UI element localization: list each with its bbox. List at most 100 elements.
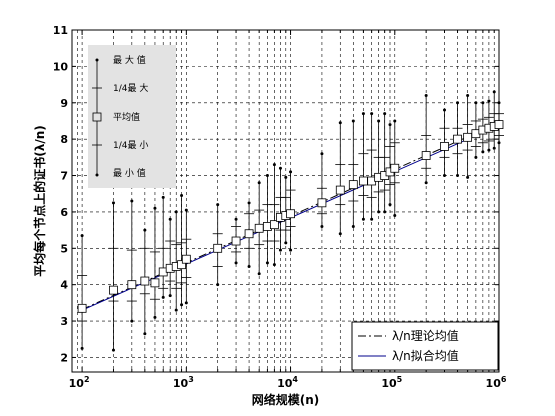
box-whisker-1: [77, 234, 88, 350]
box-whisker-27: [385, 123, 396, 207]
box-whisker-21: [335, 121, 346, 236]
max-point: [168, 217, 172, 221]
min-point: [393, 214, 397, 218]
min-point: [180, 303, 184, 307]
mean-marker: [463, 132, 473, 142]
min-point: [466, 175, 470, 179]
legend-min-point: [95, 173, 99, 177]
max-point: [143, 228, 147, 232]
y-tick-label: 9: [60, 97, 68, 110]
box-whisker-24: [366, 112, 377, 221]
box-whisker-10: [181, 208, 192, 305]
min-point: [130, 319, 134, 323]
box-whisker-12: [231, 217, 242, 265]
box-whisker-32: [462, 93, 473, 179]
min-point: [388, 203, 392, 207]
mean-marker: [177, 260, 186, 270]
mean-marker: [421, 151, 431, 160]
max-point: [284, 175, 288, 179]
y-axis-ticks: 2 3 4 5 6 7 8 9 10 11: [53, 24, 499, 364]
max-point: [492, 90, 496, 94]
x-tick-label: 104: [277, 375, 298, 390]
mean-marker: [270, 220, 279, 230]
max-point: [393, 119, 397, 123]
mean-marker: [231, 236, 241, 246]
mean-marker: [494, 120, 504, 129]
max-point: [466, 93, 470, 97]
box-whisker-14: [254, 181, 265, 276]
min-point: [184, 301, 188, 305]
box-whisker-11: [212, 203, 223, 287]
max-point: [377, 119, 381, 123]
x-tick-label: 102: [69, 375, 90, 390]
max-point: [278, 166, 282, 170]
box-whisker-29: [421, 93, 432, 185]
box-whisker-20: [316, 152, 327, 228]
min-point: [383, 210, 387, 214]
box-whisker-19: [285, 170, 296, 252]
x-tick-label: 106: [486, 375, 507, 390]
max-point: [370, 112, 374, 116]
y-tick-label: 11: [53, 24, 68, 37]
max-point: [474, 101, 478, 105]
legend-max-point: [95, 58, 99, 62]
box-whisker-5: [149, 206, 160, 319]
mean-marker: [150, 278, 160, 288]
line-legend-box: [351, 321, 499, 371]
min-point: [377, 210, 381, 214]
box-legend-panel: [88, 45, 176, 188]
min-point: [492, 146, 496, 150]
mean-marker: [440, 142, 449, 151]
box-legend-label: 1/4最 大: [113, 82, 148, 94]
max-point: [443, 108, 447, 112]
max-point: [111, 201, 115, 205]
min-point: [481, 150, 485, 154]
box-whisker-22: [348, 119, 359, 228]
box-whisker-2: [108, 201, 119, 352]
max-point: [351, 119, 355, 123]
max-point: [361, 112, 365, 116]
max-point: [424, 93, 428, 97]
max-point: [153, 206, 157, 210]
max-point: [388, 123, 392, 127]
max-point: [234, 217, 238, 221]
max-point: [184, 208, 188, 212]
box-whisker-28: [389, 119, 400, 218]
mean-marker: [244, 229, 254, 239]
max-point: [289, 170, 293, 174]
box-legend-label: 平均值: [113, 111, 140, 123]
min-point: [284, 241, 288, 245]
y-axis-label: 平均每个节点上的证书(λ/n): [32, 125, 47, 277]
max-point: [265, 174, 269, 178]
min-point: [474, 155, 478, 159]
min-point: [153, 315, 157, 319]
min-point: [174, 308, 178, 312]
legend-mean-marker: [92, 112, 102, 122]
min-point: [234, 261, 238, 265]
min-point: [370, 217, 374, 221]
box-legend-label: 最 大 值: [113, 54, 146, 66]
max-point: [174, 210, 178, 214]
max-point: [80, 234, 84, 238]
max-point: [383, 112, 387, 116]
min-point: [456, 174, 460, 178]
max-point: [272, 163, 276, 167]
mean-marker: [127, 280, 137, 290]
min-point: [143, 332, 147, 336]
min-point: [289, 248, 293, 252]
max-point: [338, 121, 342, 125]
min-point: [338, 232, 342, 236]
box-whisker-31: [452, 101, 463, 178]
min-point: [278, 248, 282, 252]
y-tick-label: 5: [60, 242, 68, 255]
x-tick-label: 103: [173, 375, 194, 390]
box-whisker-13: [244, 201, 255, 268]
min-point: [487, 148, 491, 152]
max-point: [320, 152, 324, 156]
max-point: [456, 101, 460, 105]
min-point: [265, 261, 269, 265]
line-legend-label: λ/n拟合均值: [392, 348, 459, 363]
mean-marker: [77, 303, 87, 313]
box-whisker-4: [139, 228, 150, 336]
mean-marker: [140, 276, 150, 286]
